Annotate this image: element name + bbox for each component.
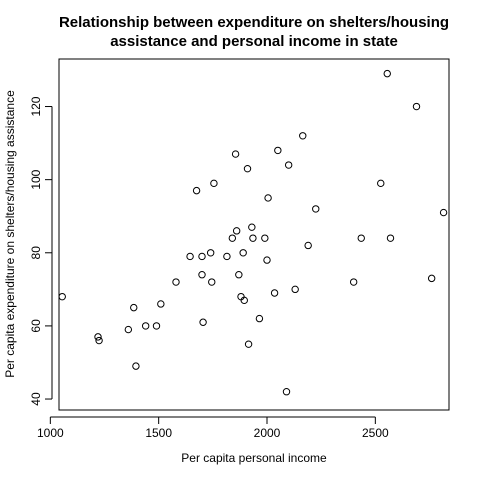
data-point [94,333,102,341]
data-points [58,69,448,396]
x-tick-label: 1500 [145,426,172,440]
plot-area-frame [58,58,450,411]
data-point [383,69,391,78]
data-point [412,102,421,111]
data-point [244,340,253,348]
data-point [223,252,231,261]
x-axis: 1000 1500 2000 2500 [37,416,389,440]
data-point [249,234,257,242]
data-point [198,252,206,261]
data-point [235,271,243,279]
data-point [124,325,133,334]
data-point [263,256,271,264]
data-point [58,292,66,301]
x-tick-label: 2000 [254,426,281,440]
data-point [282,388,291,396]
data-point [243,164,252,173]
data-point [255,314,264,323]
data-point [377,179,385,188]
x-axis-label: Per capita personal income [181,451,327,465]
data-point [192,186,201,195]
data-point [284,161,293,169]
x-tick-label: 2500 [362,426,389,440]
data-point [264,194,272,202]
y-axis: 40 60 80 100 120 [29,96,53,406]
data-point [228,234,237,242]
data-point [386,234,395,242]
data-point [206,249,215,257]
data-point [210,179,218,188]
data-point [172,278,180,286]
y-tick-label: 120 [29,96,43,116]
data-point [427,274,436,283]
data-point [261,234,269,242]
data-point [439,208,448,217]
data-point [152,322,161,330]
y-axis-label: Per capita expenditure on shelters/housi… [3,90,17,378]
data-point [239,249,247,257]
y-tick-label: 60 [29,319,43,333]
data-point [231,150,240,158]
y-tick-label: 100 [29,169,43,189]
chart-title-line-2: assistance and personal income in state [110,33,398,50]
data-point [291,285,299,294]
y-tick-label: 40 [29,392,43,406]
data-point [240,296,248,305]
chart-title-line-1: Relationship between expenditure on shel… [59,14,449,31]
data-point [270,289,279,297]
data-point [304,241,312,250]
y-tick-label: 80 [29,246,43,260]
data-point [198,271,206,279]
data-point [349,278,358,286]
data-point [357,234,365,242]
x-tick-label: 1000 [37,426,64,440]
data-point [157,300,165,308]
data-point [186,252,194,261]
data-point [130,303,138,312]
data-point [274,146,282,155]
data-point [312,205,320,213]
data-point [248,223,256,231]
data-point [232,227,241,235]
data-point [199,318,207,326]
data-point [208,278,216,286]
data-point [95,336,103,345]
data-point [132,362,140,370]
data-point [299,132,307,140]
data-point [141,322,150,330]
